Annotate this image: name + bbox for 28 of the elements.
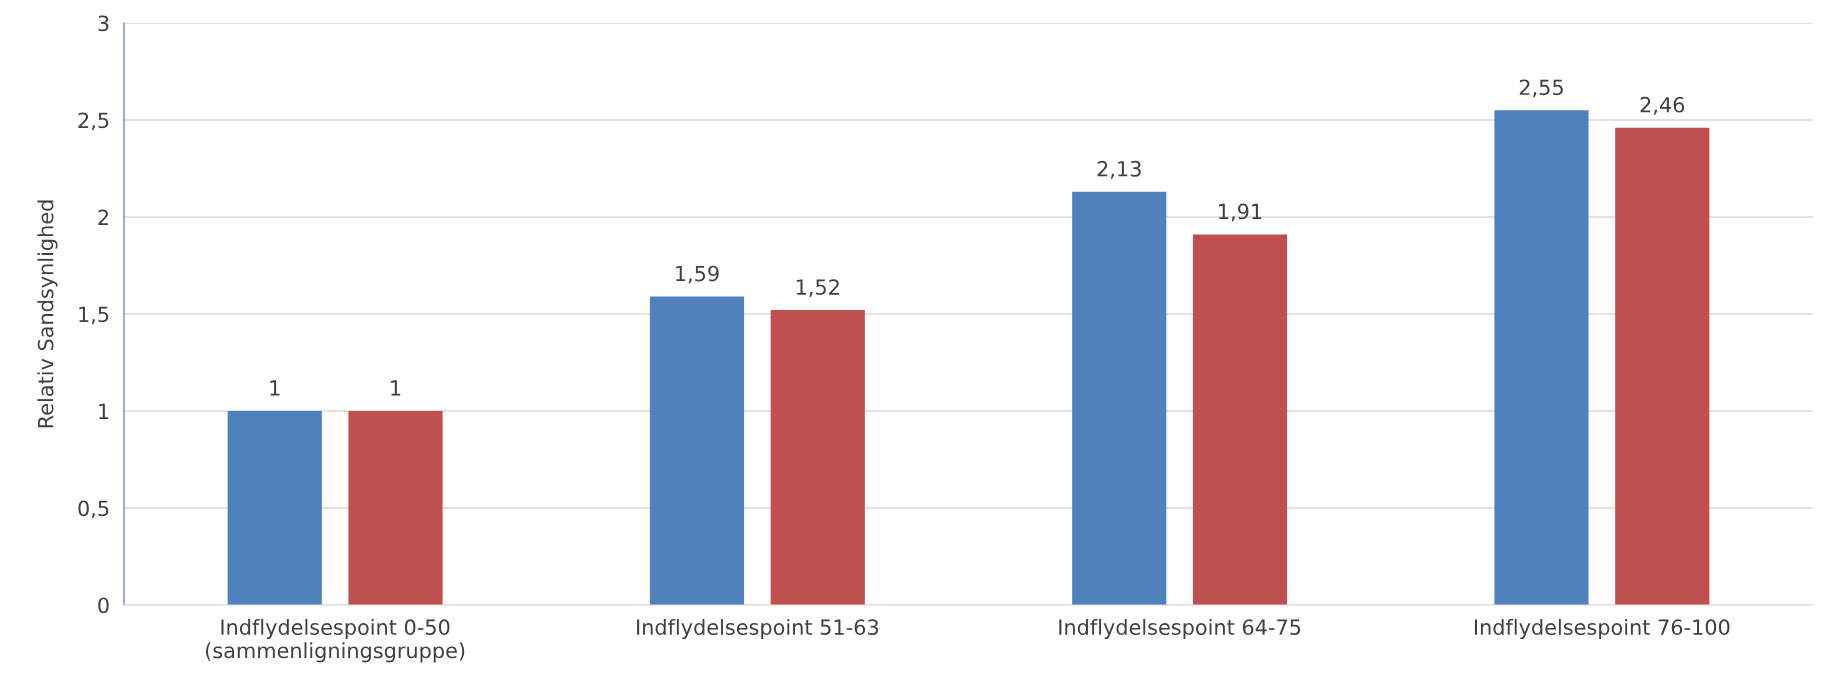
y-tick-label: 2 [98,209,109,225]
data-label: 1,91 [1219,203,1262,222]
y-tick-label: 3 [98,15,109,32]
bar [227,411,322,605]
data-label: 1 [391,380,401,396]
x-tick-label: Indflydelsespoint 0-50 (sammenligningsgruppe) [206,618,465,663]
y-tick-label: 0 [98,597,109,614]
x-tick-label: Indflydelsespoint 51-63 [637,618,879,640]
y-tick-label: 2,5 [78,112,109,131]
y-tick-label: 0,5 [78,500,109,519]
bar [770,310,865,605]
y-axis-title: Relativ Sandsynlighed [37,200,58,428]
bar [1494,110,1589,605]
data-label: 1,59 [676,265,719,284]
bar [1192,234,1288,605]
bar [1072,191,1167,605]
bar [1615,127,1710,605]
x-tick-label: Indflydelsespoint 64-75 [1059,618,1301,640]
data-label: 1 [270,380,280,396]
data-label: 2,55 [1519,79,1563,98]
data-label: 1,52 [796,279,839,298]
data-label: 2,13 [1097,160,1141,179]
bar [348,411,443,605]
x-tick-label: Indflydelsespoint 76-100 [1474,618,1730,640]
y-tick-label: 1 [99,403,109,419]
bar [649,296,745,605]
data-label: 2,46 [1640,96,1685,115]
y-tick-label: 1,5 [79,306,109,325]
